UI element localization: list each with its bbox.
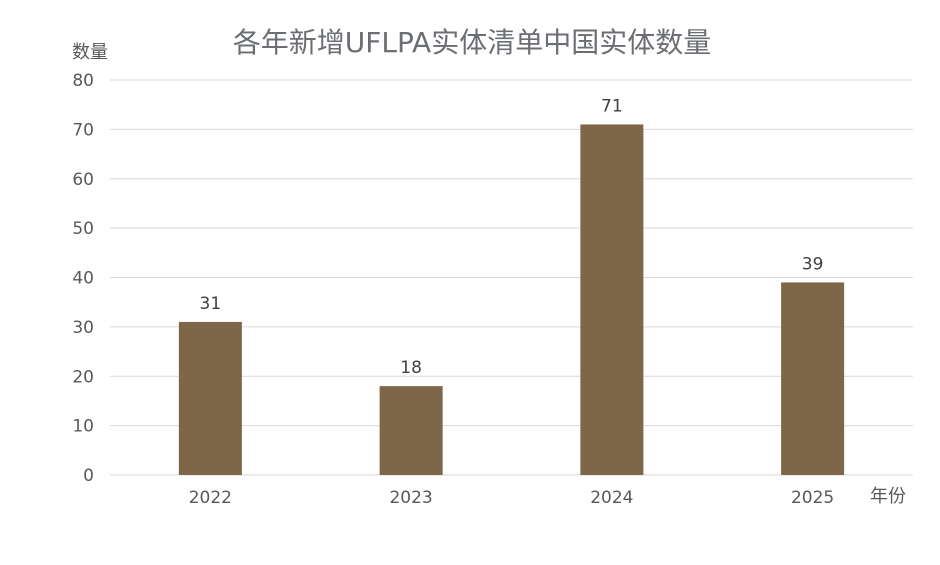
data-label-2023: 18 xyxy=(400,358,422,378)
y-tick-label: 70 xyxy=(72,120,94,140)
x-tick-label-2025: 2025 xyxy=(791,488,834,508)
bar-2024 xyxy=(580,124,644,475)
x-axis-ticks: 2022 2023 2024 2025 xyxy=(189,488,835,508)
y-tick-label: 30 xyxy=(72,318,94,338)
y-tick-label: 10 xyxy=(72,417,94,437)
gridlines xyxy=(110,79,913,476)
x-axis-label: 年份 xyxy=(870,486,906,507)
data-label-2022: 31 xyxy=(200,294,222,314)
data-label-2025: 39 xyxy=(802,254,824,274)
y-tick-label: 80 xyxy=(72,71,94,91)
x-tick-label-2023: 2023 xyxy=(389,488,432,508)
y-tick-label: 0 xyxy=(83,466,94,486)
y-tick-label: 50 xyxy=(72,219,94,239)
data-labels: 31 18 71 39 xyxy=(200,96,824,378)
y-tick-label: 20 xyxy=(72,367,94,387)
chart-title: 各年新增UFLPA实体清单中国实体数量 xyxy=(233,26,711,59)
x-tick-label-2024: 2024 xyxy=(590,488,633,508)
bars xyxy=(178,124,845,475)
y-axis-label: 数量 xyxy=(72,42,108,63)
y-tick-label: 60 xyxy=(72,170,94,190)
data-label-2024: 71 xyxy=(601,96,623,116)
x-tick-label-2022: 2022 xyxy=(189,488,232,508)
y-axis-ticks: 0 10 20 30 40 50 60 70 80 xyxy=(72,71,94,486)
bar-2023 xyxy=(379,386,443,475)
bar-2022 xyxy=(178,321,242,475)
bar-2025 xyxy=(781,282,845,475)
y-tick-label: 40 xyxy=(72,269,94,289)
